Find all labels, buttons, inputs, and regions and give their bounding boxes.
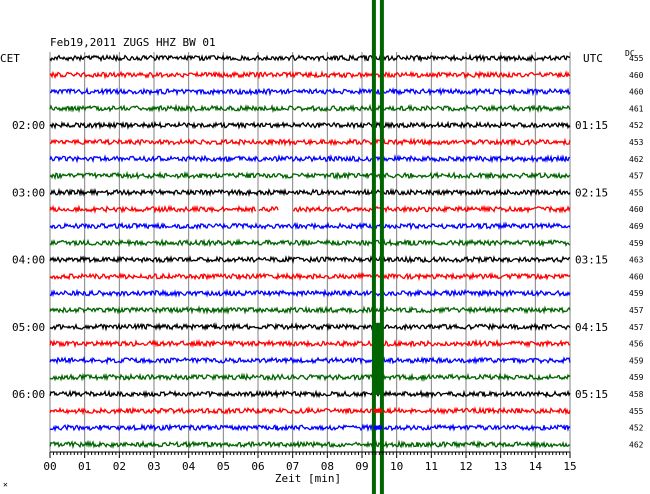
- dc-offset-label: 455: [629, 407, 644, 416]
- x-tick-label: 11: [425, 460, 438, 473]
- trace-line: [49, 170, 571, 181]
- left-axis-label: CET: [0, 52, 20, 65]
- trace-line: [49, 137, 571, 147]
- trace-line: [49, 103, 571, 114]
- dc-offset-label: 459: [629, 289, 644, 298]
- x-tick-labels: 00 01 02 03 04 05 06 07 08 09 10 11 12 13 14 15: [43, 460, 576, 473]
- cet-hour-label: 05:00: [12, 321, 45, 334]
- dc-offset-label: 462: [629, 440, 644, 449]
- trace-line: [49, 86, 571, 97]
- x-tick-label: 08: [321, 460, 334, 473]
- event-bar: [371, 0, 376, 494]
- event-marker: [371, 0, 384, 494]
- x-tick-label: 00: [43, 460, 56, 473]
- minute-grid: [49, 52, 571, 452]
- event-bar: [379, 0, 384, 494]
- dc-offset-label: 459: [629, 239, 644, 248]
- dc-offset-label: 457: [629, 172, 644, 181]
- dc-offset-label: 460: [629, 71, 644, 80]
- x-tick-label: 06: [251, 460, 264, 473]
- utc-hour-labels: 01:15 02:15 03:15 04:15 05:15: [575, 119, 608, 401]
- dc-offset-label: 463: [629, 256, 644, 265]
- trace-line: [49, 271, 571, 282]
- trace-line: [49, 372, 571, 383]
- dc-offset-label: 460: [629, 272, 644, 281]
- x-axis-label: Zeit [min]: [275, 472, 341, 485]
- trace-line: [49, 305, 571, 315]
- utc-hour-label: 05:15: [575, 388, 608, 401]
- x-tick-label: 12: [459, 460, 472, 473]
- trace-line: [49, 322, 571, 332]
- utc-hour-label: 01:15: [575, 119, 608, 132]
- cet-hour-label: 02:00: [12, 119, 45, 132]
- trace-line: [49, 154, 570, 164]
- event-burst: [373, 322, 383, 395]
- trace-line: [49, 120, 571, 130]
- trace-line: [49, 423, 571, 433]
- dc-offset-label: 469: [629, 222, 644, 231]
- dc-offset-label: 459: [629, 356, 644, 365]
- cet-hour-label: 04:00: [12, 254, 45, 267]
- trace-line: [49, 389, 571, 399]
- x-tick-label: 09: [355, 460, 368, 473]
- dc-offset-label: 455: [629, 54, 644, 63]
- seismogram-traces: [49, 53, 571, 450]
- x-tick-label: 01: [78, 460, 91, 473]
- utc-hour-label: 03:15: [575, 254, 608, 267]
- dc-offset-label: 455: [629, 188, 644, 197]
- x-tick-label: 14: [529, 460, 543, 473]
- x-tick-label: 07: [286, 460, 299, 473]
- cet-hour-labels: 02:00 03:00 04:00 05:00 06:00: [12, 119, 45, 401]
- x-tick-label: 03: [147, 460, 160, 473]
- dc-offset-label: 458: [629, 390, 644, 399]
- trace-line: [49, 204, 571, 214]
- dc-offset-label: 459: [629, 373, 644, 382]
- dc-label: DC: [625, 49, 635, 58]
- dc-offset-label: 457: [629, 323, 644, 332]
- x-tick-label: 05: [217, 460, 230, 473]
- right-axis-label: UTC: [583, 52, 603, 65]
- trace-line: [49, 288, 571, 298]
- utc-hour-label: 04:15: [575, 321, 608, 334]
- trace-line: [49, 187, 571, 198]
- dc-offset-label: 456: [629, 340, 644, 349]
- dc-offset-label: 453: [629, 138, 644, 147]
- event-burst: [373, 408, 383, 413]
- dc-offset-label: 452: [629, 424, 644, 433]
- trace-line: [49, 53, 571, 63]
- cet-hour-label: 06:00: [12, 388, 45, 401]
- x-tick-label: 15: [563, 460, 576, 473]
- trace-line: [49, 70, 571, 80]
- trace-line: [49, 405, 571, 416]
- dc-offset-label: 460: [629, 205, 644, 214]
- dc-offset-label: 461: [629, 104, 644, 113]
- dc-offset-labels: 455 460 460 461 452 453 462 457 455 460 469 459 463 4…: [629, 54, 644, 449]
- event-burst: [373, 425, 383, 430]
- trace-line: [49, 439, 571, 450]
- x-axis: [49, 451, 571, 458]
- trace-line: [49, 355, 571, 366]
- dc-offset-label: 457: [629, 306, 644, 315]
- trace-line: [49, 338, 571, 349]
- chart-title: Feb19,2011 ZUGS HHZ BW 01: [50, 36, 216, 49]
- dc-offset-label: 452: [629, 121, 644, 130]
- x-tick-label: 04: [182, 460, 196, 473]
- utc-hour-label: 02:15: [575, 186, 608, 199]
- trace-line: [49, 238, 571, 248]
- trace-line: [49, 254, 571, 265]
- dc-offset-label: 462: [629, 155, 644, 164]
- dc-offset-label: 460: [629, 88, 644, 97]
- trace-line: [49, 221, 571, 231]
- x-tick-label: 10: [390, 460, 403, 473]
- x-tick-label: 13: [494, 460, 507, 473]
- corner-mark: ✕: [3, 480, 8, 489]
- cet-hour-label: 03:00: [12, 186, 45, 199]
- x-tick-label: 02: [113, 460, 126, 473]
